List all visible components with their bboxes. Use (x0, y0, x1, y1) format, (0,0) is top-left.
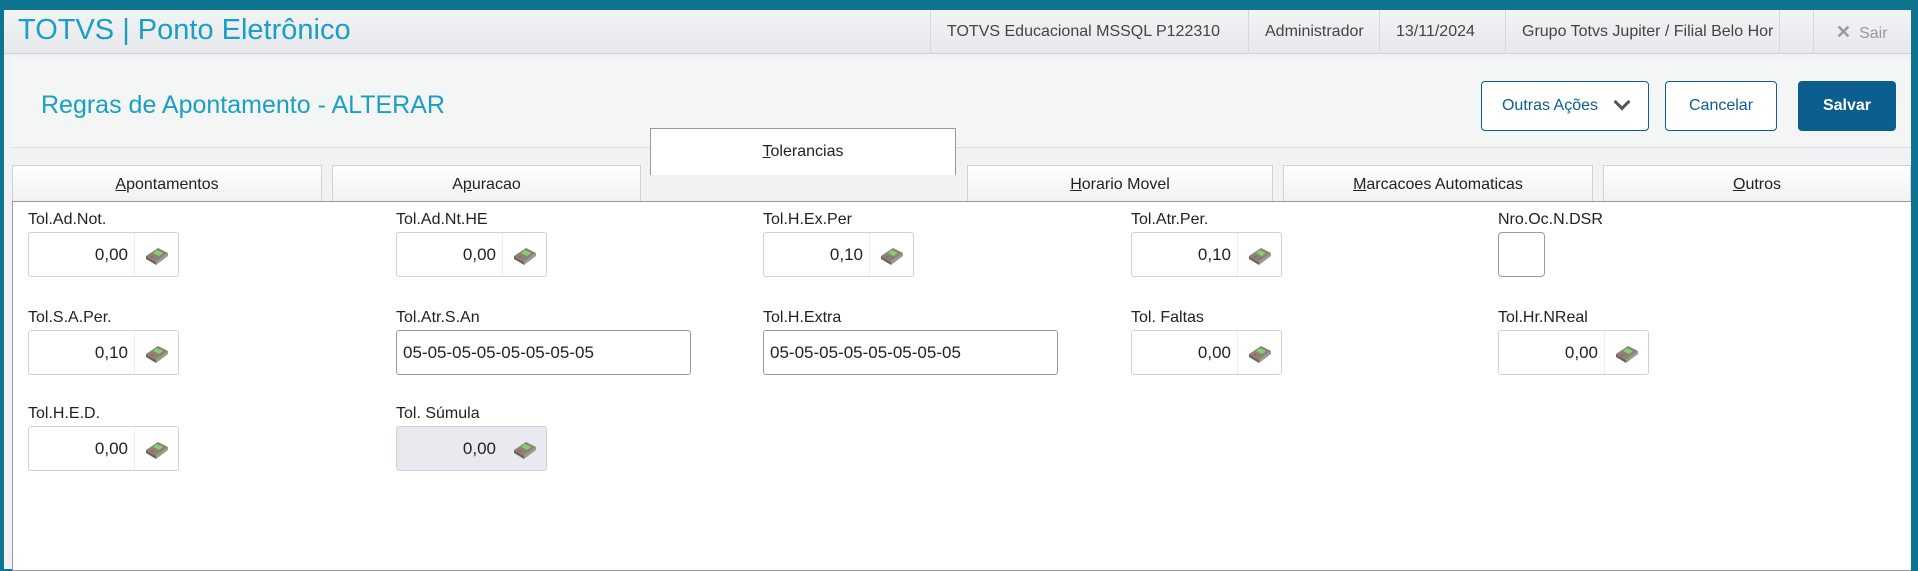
nro-oc-n-dsr-label: Nro.Oc.N.DSR (1498, 211, 1603, 228)
tol-atr-per-label: Tol.Atr.Per. (1131, 211, 1209, 228)
calculator-icon[interactable] (869, 233, 913, 276)
tol-ad-not-input[interactable]: 0,00 (28, 232, 179, 277)
tab-label: pontamentos (126, 176, 219, 193)
tol-h-e-d-label: Tol.H.E.D. (28, 405, 101, 422)
page-header: Regras de Apontamento - ALTERAR Outras A… (12, 59, 1911, 148)
app-title: TOTVS | Ponto Eletrônico (18, 14, 351, 46)
environment: TOTVS Educacional MSSQL P122310 (930, 10, 1236, 54)
tab-accel: O (1732, 176, 1746, 193)
tab-label: olerancias (770, 143, 844, 160)
current-date: 13/11/2024 (1379, 10, 1491, 54)
tol-ad-nt-he-value: 0,00 (462, 245, 496, 264)
close-icon: ✕ (1836, 22, 1852, 42)
tol-hr-nreal-input[interactable]: 0,00 (1498, 330, 1649, 375)
save-button[interactable]: Salvar (1798, 81, 1896, 131)
tol-faltas-value: 0,00 (1197, 343, 1231, 362)
user-name: Administrador (1248, 10, 1380, 54)
calculator-icon[interactable] (502, 233, 546, 276)
more-actions-label: Outras Ações (1501, 97, 1599, 114)
tab-outros[interactable]: Outros (1603, 165, 1911, 202)
tab-horario-movel[interactable]: Horario Movel (967, 165, 1273, 202)
tol-h-ex-per-label: Tol.H.Ex.Per (763, 211, 852, 228)
cancel-button[interactable]: Cancelar (1665, 81, 1777, 131)
tol-sumula-label: Tol. Súmula (396, 405, 480, 422)
tab-accel: M (1353, 176, 1367, 193)
calculator-icon[interactable] (502, 427, 546, 470)
tab-accel: p (462, 176, 472, 193)
tab-label: orario Movel (1081, 176, 1170, 193)
exit-button[interactable]: ✕ Sair (1813, 10, 1911, 54)
tab-tolerancias[interactable]: Tolerancias (650, 128, 956, 175)
tol-h-e-d-value: 0,00 (94, 439, 128, 458)
tab-label: uracao (471, 176, 521, 193)
tol-sumula-value: 0,00 (462, 439, 496, 458)
tol-ad-not-value: 0,00 (94, 245, 128, 264)
tol-s-a-per-input[interactable]: 0,10 (28, 330, 179, 375)
tab-apontamentos[interactable]: Apontamentos (12, 165, 322, 202)
tol-atr-per-input[interactable]: 0,10 (1131, 232, 1282, 277)
calculator-icon[interactable] (1237, 233, 1281, 276)
tab-accel: T (762, 143, 771, 160)
tol-atr-s-an-label: Tol.Atr.S.An (396, 309, 480, 326)
tol-ad-nt-he-label: Tol.Ad.Nt.HE (396, 211, 488, 228)
tol-h-e-d-input[interactable]: 0,00 (28, 426, 179, 471)
tab-accel: A (115, 176, 127, 193)
chevron-down-icon (1613, 93, 1631, 111)
tol-h-extra-input[interactable]: 05-05-05-05-05-05-05-05 (763, 330, 1058, 375)
tol-s-a-per-label: Tol.S.A.Per. (28, 309, 112, 326)
tol-sumula-input: 0,00 (396, 426, 547, 471)
tol-atr-s-an-value: 05-05-05-05-05-05-05-05 (403, 343, 594, 362)
more-actions-button[interactable]: Outras Ações (1481, 81, 1649, 131)
tol-hr-nreal-label: Tol.Hr.NReal (1498, 309, 1588, 326)
tol-atr-per-value: 0,10 (1197, 245, 1231, 264)
tol-faltas-input[interactable]: 0,00 (1131, 330, 1282, 375)
tab-accel: H (1070, 176, 1082, 193)
tab-label: arcacoes Automaticas (1366, 176, 1523, 193)
tol-hr-nreal-value: 0,00 (1564, 343, 1598, 362)
nro-oc-n-dsr-input[interactable] (1498, 232, 1545, 277)
tab-marcacoes-automaticas[interactable]: Marcacoes Automaticas (1283, 165, 1593, 202)
page-title: Regras de Apontamento - ALTERAR (41, 91, 445, 119)
tab-label: utros (1745, 176, 1782, 193)
calculator-icon[interactable] (134, 331, 178, 374)
tol-s-a-per-value: 0,10 (94, 343, 128, 362)
tol-h-ex-per-input[interactable]: 0,10 (763, 232, 914, 277)
tol-ad-not-label: Tol.Ad.Not. (28, 211, 107, 228)
calculator-icon[interactable] (134, 427, 178, 470)
top-bar: TOTVS | Ponto Eletrônico TOTVS Educacion… (4, 10, 1911, 54)
exit-label: Sair (1859, 25, 1888, 42)
tol-h-extra-value: 05-05-05-05-05-05-05-05 (770, 343, 961, 362)
tol-h-extra-label: Tol.H.Extra (763, 309, 842, 326)
tol-atr-s-an-input[interactable]: 05-05-05-05-05-05-05-05 (396, 330, 691, 375)
company-branch[interactable]: Grupo Totvs Jupiter / Filial Belo Hor (1505, 10, 1780, 54)
tab-label: A (452, 176, 463, 193)
tol-faltas-label: Tol. Faltas (1131, 309, 1204, 326)
tol-h-ex-per-value: 0,10 (829, 245, 863, 264)
calculator-icon[interactable] (1604, 331, 1648, 374)
tab-apuracao[interactable]: Apuracao (332, 165, 641, 202)
app-window: TOTVS | Ponto Eletrônico TOTVS Educacion… (4, 10, 1911, 571)
calculator-icon[interactable] (1237, 331, 1281, 374)
tolerancias-panel (12, 201, 1911, 571)
tol-ad-nt-he-input[interactable]: 0,00 (396, 232, 547, 277)
calculator-icon[interactable] (134, 233, 178, 276)
